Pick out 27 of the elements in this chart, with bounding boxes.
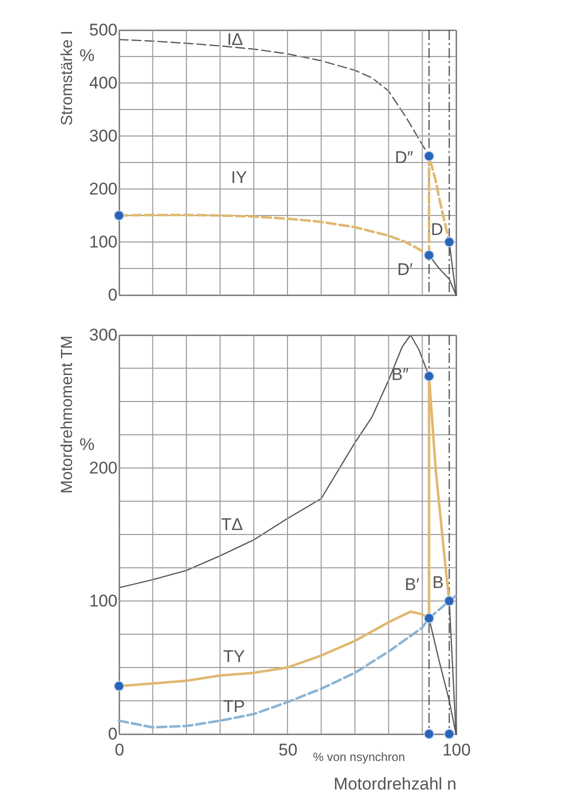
annotation: B″ bbox=[391, 365, 409, 384]
annotation: B′ bbox=[404, 575, 420, 594]
y-tick-label: 300 bbox=[89, 126, 118, 146]
x-tick-label: 100 bbox=[442, 740, 471, 760]
text: % von nsynchron bbox=[312, 750, 406, 764]
text: % bbox=[79, 435, 95, 454]
y-tick-label: 500 bbox=[89, 20, 118, 40]
y-tick-label: 0 bbox=[108, 286, 118, 304]
y-axis-title: Motordrehmoment TM bbox=[59, 336, 76, 494]
y-tick-label: 100 bbox=[89, 592, 118, 610]
y-tick-label: 0 bbox=[108, 724, 118, 744]
annotation: TΔ bbox=[221, 515, 243, 534]
annotation: D bbox=[430, 220, 444, 239]
x-tick-label: 50 bbox=[278, 740, 298, 760]
annotation: IΔ bbox=[226, 30, 244, 49]
text: % bbox=[79, 46, 95, 65]
annotation: TP bbox=[223, 697, 245, 716]
y-tick-label: 100 bbox=[89, 232, 118, 252]
x-axis-title: Motordrehzahl n bbox=[334, 774, 456, 794]
y-tick-label: 400 bbox=[89, 74, 118, 92]
annotation: IY bbox=[230, 168, 248, 187]
annotation: TY bbox=[223, 647, 245, 666]
y-axis-title: Stromstärke I bbox=[59, 30, 76, 126]
annotation: B bbox=[432, 573, 444, 592]
y-tick-label: 300 bbox=[89, 326, 118, 344]
y-tick-label: 200 bbox=[89, 180, 118, 198]
y-tick-label: 200 bbox=[89, 458, 118, 478]
